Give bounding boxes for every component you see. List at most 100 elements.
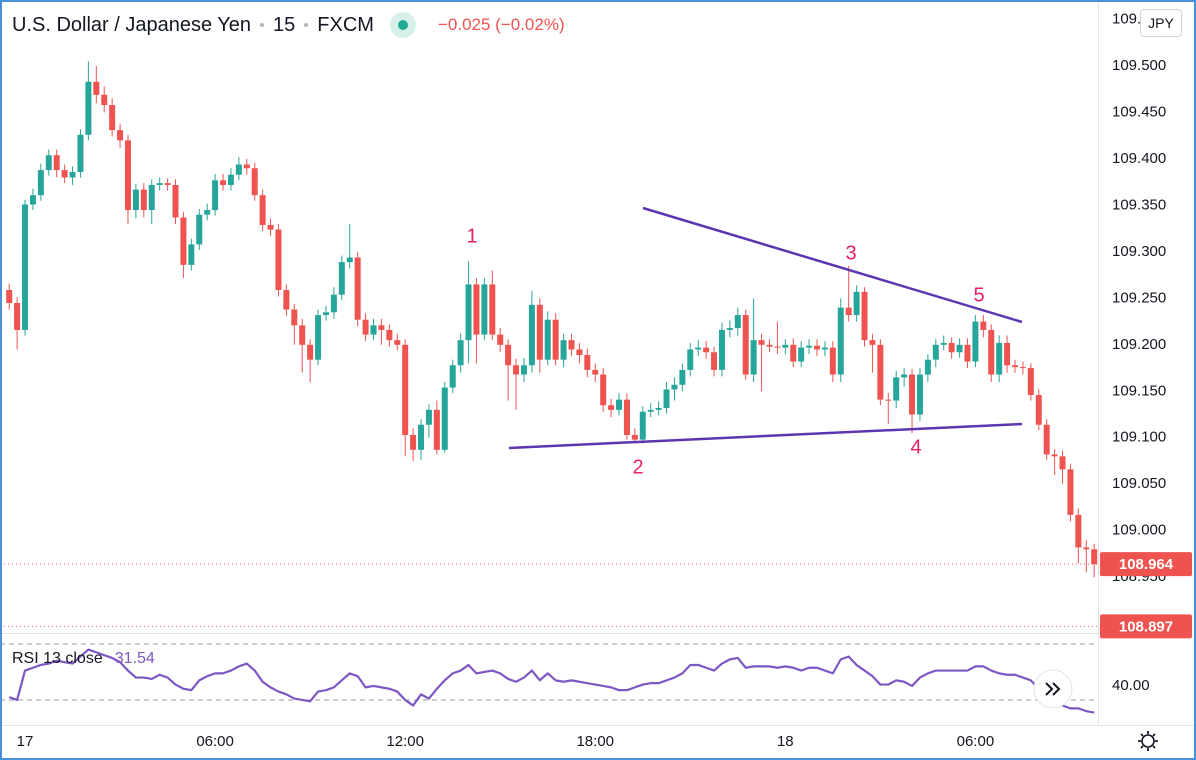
candle-body bbox=[370, 325, 377, 335]
y-tick-label: 109.100 bbox=[1112, 429, 1166, 446]
candle-body bbox=[322, 312, 329, 316]
candle-body bbox=[180, 217, 187, 265]
candle-body bbox=[1035, 395, 1042, 425]
candle-body bbox=[441, 387, 448, 450]
candle-body bbox=[972, 321, 979, 362]
candle-body bbox=[465, 284, 472, 341]
candle-body bbox=[584, 355, 591, 370]
plot bbox=[0, 61, 1098, 714]
trendline-upper bbox=[642, 206, 1023, 324]
candle-body bbox=[220, 180, 227, 185]
candle-body bbox=[766, 344, 773, 347]
candle-body bbox=[790, 344, 797, 362]
candle-body bbox=[663, 389, 670, 409]
candle-body bbox=[893, 377, 900, 401]
y-tick-label: 109.350 bbox=[1112, 196, 1166, 213]
candle-body bbox=[410, 434, 417, 450]
x-tick-label: 06:00 bbox=[957, 733, 995, 750]
candle-body bbox=[734, 315, 741, 329]
candle-body bbox=[798, 347, 805, 362]
candle-body bbox=[196, 214, 203, 245]
candle-body bbox=[758, 340, 765, 345]
candle-body bbox=[425, 409, 432, 425]
candle-body bbox=[1027, 368, 1034, 395]
pattern-label: 1 bbox=[466, 225, 477, 247]
candle-body bbox=[1067, 469, 1074, 515]
candle-body bbox=[267, 224, 274, 230]
candle-body bbox=[814, 345, 821, 350]
candle-body bbox=[259, 195, 266, 225]
scroll-button[interactable] bbox=[1033, 669, 1073, 709]
candle-body bbox=[948, 342, 955, 353]
candle-body bbox=[53, 155, 60, 171]
candle-body bbox=[560, 340, 567, 360]
candle-body bbox=[829, 347, 836, 375]
indicator-legend: RSI 13 close 31.54 bbox=[12, 650, 155, 668]
candle-body bbox=[877, 344, 884, 400]
candle-body bbox=[861, 291, 868, 341]
candle-body bbox=[338, 262, 345, 295]
candle-body bbox=[61, 170, 68, 178]
candle-body bbox=[6, 289, 13, 303]
candle-body bbox=[402, 344, 409, 435]
candle-body bbox=[576, 349, 583, 356]
trendline-lower bbox=[508, 422, 1023, 450]
candle-body bbox=[93, 81, 100, 95]
indicator-name[interactable]: RSI 13 close bbox=[12, 650, 103, 667]
candle-body bbox=[568, 340, 575, 350]
candle-body bbox=[140, 189, 147, 211]
candle-body bbox=[600, 374, 607, 406]
candle-body bbox=[243, 164, 250, 169]
x-tick-label: 18 bbox=[777, 733, 794, 750]
separators bbox=[0, 0, 1196, 726]
x-tick-label: 17 bbox=[17, 733, 34, 750]
candle-body bbox=[235, 164, 242, 175]
candle-body bbox=[172, 184, 179, 218]
y-tick-label: 109.450 bbox=[1112, 103, 1166, 120]
candle-body bbox=[909, 374, 916, 415]
candle-body bbox=[956, 344, 963, 353]
candle-body bbox=[14, 302, 21, 330]
candle-body bbox=[774, 346, 781, 348]
candle-body bbox=[742, 315, 749, 375]
pattern-label: 2 bbox=[632, 456, 643, 478]
candle-body bbox=[1091, 549, 1098, 565]
price-change: −0.025 (−0.02%) bbox=[437, 15, 565, 34]
y-tick-label: 109.250 bbox=[1112, 289, 1166, 306]
candle-body bbox=[718, 329, 725, 370]
y-tick-label: 109.150 bbox=[1112, 382, 1166, 399]
candle-body bbox=[513, 365, 520, 375]
pattern-label: 3 bbox=[845, 242, 856, 264]
candle-body bbox=[520, 365, 527, 375]
interval[interactable]: 15 bbox=[273, 13, 296, 36]
candle-body bbox=[916, 374, 923, 415]
pattern-label: 5 bbox=[973, 284, 984, 306]
y-tick-label: 109.300 bbox=[1112, 243, 1166, 260]
indicator-line bbox=[8, 648, 1095, 714]
candle-body bbox=[821, 347, 828, 350]
candle-body bbox=[109, 105, 116, 131]
candle-body bbox=[869, 340, 876, 345]
candle-body bbox=[148, 184, 155, 211]
candle-body bbox=[1043, 424, 1050, 455]
candle-body bbox=[608, 405, 615, 410]
candle-body bbox=[283, 289, 290, 310]
candle-body bbox=[592, 369, 599, 375]
candle-body bbox=[695, 347, 702, 350]
candle-body bbox=[505, 344, 512, 366]
x-tick-label: 18:00 bbox=[576, 733, 614, 750]
candle-body bbox=[394, 340, 401, 345]
candle-body bbox=[853, 291, 860, 316]
drawings: 1 2 3 4 5 bbox=[466, 206, 1023, 478]
price-tag-label: 108.964 bbox=[1119, 556, 1174, 573]
settings-button[interactable] bbox=[1138, 731, 1158, 751]
candle-body bbox=[932, 344, 939, 360]
candle-body bbox=[1075, 514, 1082, 548]
gear-teeth bbox=[1138, 731, 1158, 751]
pattern-label: 4 bbox=[910, 436, 921, 458]
market-status[interactable] bbox=[389, 12, 416, 38]
currency-button[interactable]: JPY bbox=[1140, 9, 1182, 37]
candle-body bbox=[924, 359, 931, 375]
candle-body bbox=[473, 284, 480, 335]
